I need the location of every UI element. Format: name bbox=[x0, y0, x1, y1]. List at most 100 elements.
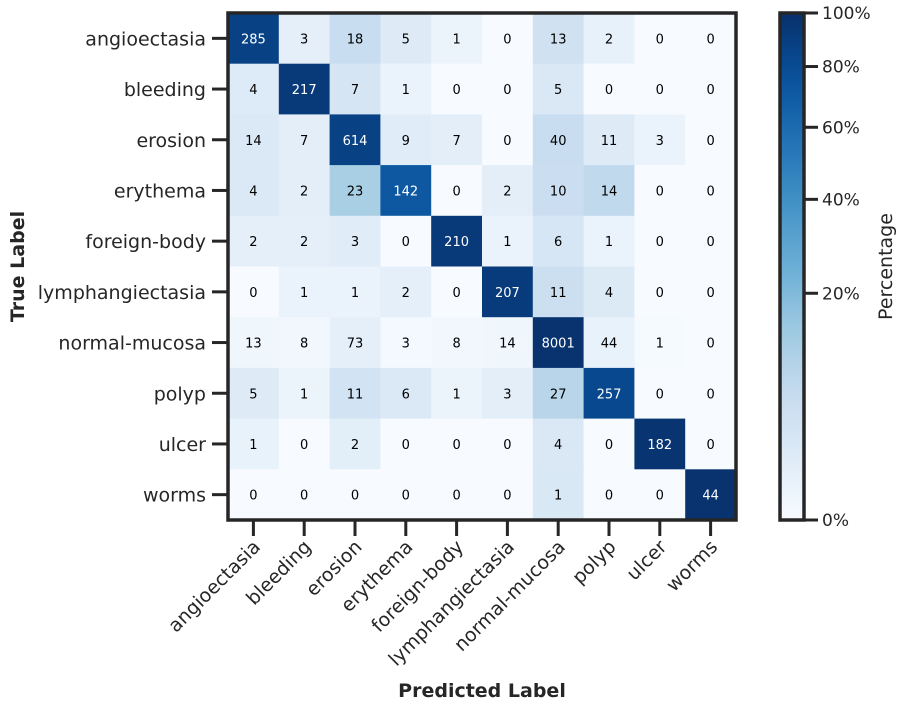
cell-value-label: 0 bbox=[605, 489, 613, 504]
heatmap-cell bbox=[685, 418, 737, 470]
cell-value-label: 1 bbox=[351, 286, 359, 301]
cell-value-label: 0 bbox=[706, 286, 714, 301]
heatmap-cell bbox=[482, 63, 534, 115]
heatmap-cell bbox=[329, 114, 381, 166]
heatmap-cell bbox=[532, 165, 585, 217]
heatmap-cell bbox=[482, 317, 534, 369]
cell-value-label: 1 bbox=[249, 438, 257, 453]
heatmap-cell bbox=[228, 418, 280, 470]
heatmap-cell bbox=[482, 114, 534, 166]
colorbar-tick-label: 0% bbox=[822, 511, 849, 531]
heatmap-cell bbox=[532, 63, 585, 115]
heatmap-cell bbox=[228, 317, 280, 369]
heatmap-cell bbox=[431, 418, 483, 470]
heatmap-cell bbox=[329, 63, 381, 115]
heatmap-cell bbox=[278, 114, 331, 166]
heatmap-cell bbox=[532, 266, 585, 318]
y-tick-label: normal-mucosa bbox=[58, 333, 206, 355]
cell-value-label: 0 bbox=[706, 32, 714, 47]
heatmap-cell bbox=[278, 418, 331, 470]
heatmap-cell bbox=[329, 13, 381, 65]
cell-value-label: 2 bbox=[402, 286, 410, 301]
cell-value-label: 18 bbox=[347, 32, 364, 47]
heatmap-cell bbox=[482, 367, 534, 420]
heatmap-cell bbox=[583, 13, 635, 65]
cell-value-label: 0 bbox=[605, 83, 613, 98]
heatmap-cell bbox=[228, 165, 280, 217]
heatmap-cell bbox=[482, 469, 534, 521]
cell-value-label: 2 bbox=[300, 184, 308, 199]
cell-value-label: 1 bbox=[605, 235, 613, 250]
heatmap-cell bbox=[634, 367, 686, 420]
heatmap-cell bbox=[685, 215, 737, 267]
heatmap-cell bbox=[380, 317, 432, 369]
cell-value-label: 0 bbox=[503, 83, 511, 98]
cell-value-label: 4 bbox=[249, 184, 257, 199]
cell-value-label: 4 bbox=[554, 438, 562, 453]
cell-value-label: 7 bbox=[300, 134, 308, 149]
cell-value-label: 0 bbox=[452, 438, 460, 453]
cell-value-label: 0 bbox=[452, 489, 460, 504]
cell-value-label: 4 bbox=[605, 286, 613, 301]
heatmap-cell bbox=[228, 215, 280, 267]
colorbar-tick-label: 60% bbox=[822, 118, 860, 138]
heatmap-cell bbox=[329, 469, 381, 521]
y-tick-label: worms bbox=[143, 485, 206, 507]
cell-value-label: 0 bbox=[706, 438, 714, 453]
y-tick-label: lymphangiectasia bbox=[38, 282, 206, 304]
heatmap-cell bbox=[431, 317, 483, 369]
cell-value-label: 8001 bbox=[542, 337, 575, 352]
cell-value-label: 0 bbox=[706, 387, 714, 402]
colorbar-frame bbox=[778, 11, 806, 522]
heatmap-cell bbox=[583, 469, 635, 521]
cell-value-label: 3 bbox=[351, 235, 359, 250]
cell-value-label: 2 bbox=[300, 235, 308, 250]
x-axis-ticks: angioectasiableedingerosionerythemaforei… bbox=[164, 520, 722, 670]
heatmap-cell bbox=[380, 63, 432, 115]
heatmap-cell bbox=[583, 367, 635, 420]
heatmap-cell bbox=[583, 266, 635, 318]
heatmap-cell bbox=[278, 367, 331, 420]
heatmap-cells bbox=[228, 13, 737, 521]
cell-value-label: 23 bbox=[347, 184, 364, 199]
cell-value-label: 2 bbox=[249, 235, 257, 250]
cell-value-label: 3 bbox=[656, 134, 664, 149]
cell-value-label: 0 bbox=[402, 438, 410, 453]
heatmap-cell bbox=[228, 266, 280, 318]
cell-value-label: 0 bbox=[503, 32, 511, 47]
cell-value-label: 3 bbox=[503, 387, 511, 402]
heatmap-cell bbox=[329, 266, 381, 318]
heatmap-cell bbox=[380, 367, 432, 420]
cell-value-label: 11 bbox=[550, 286, 567, 301]
heatmap-cell bbox=[482, 215, 534, 267]
cell-value-label: 0 bbox=[452, 83, 460, 98]
heatmap-cell bbox=[532, 13, 585, 65]
cell-value-label: 0 bbox=[706, 184, 714, 199]
cell-value-label: 0 bbox=[706, 235, 714, 250]
heatmap-cell bbox=[685, 266, 737, 318]
cell-value-label: 0 bbox=[656, 235, 664, 250]
heatmap-cell-values: 285 3 18 5 1 0 13 2 0 04 217 7 1 0 0 5 0 0 014 7 614 9 7 0 40 11 3… bbox=[241, 32, 719, 503]
cell-value-label: 0 bbox=[656, 286, 664, 301]
heatmap-cell bbox=[583, 418, 635, 470]
cell-value-label: 285 bbox=[241, 32, 266, 47]
heatmap-cell bbox=[278, 469, 331, 521]
x-axis-title: Predicted Label bbox=[398, 680, 566, 702]
cell-value-label: 1 bbox=[300, 286, 308, 301]
heatmap-cell bbox=[532, 114, 585, 166]
cell-value-label: 0 bbox=[503, 134, 511, 149]
cell-value-label: 0 bbox=[249, 489, 257, 504]
heatmap-cell bbox=[685, 63, 737, 115]
heatmap-cell bbox=[329, 367, 381, 420]
y-axis-title: True Label bbox=[7, 211, 29, 322]
heatmap-cell bbox=[482, 418, 534, 470]
heatmap-cell bbox=[380, 114, 432, 166]
heatmap-cell bbox=[278, 165, 331, 217]
heatmap-cell bbox=[634, 165, 686, 217]
y-tick-label: erythema bbox=[114, 180, 206, 202]
cell-value-label: 1 bbox=[656, 337, 664, 352]
colorbar-tick-label: 40% bbox=[822, 190, 860, 210]
cell-value-label: 0 bbox=[249, 286, 257, 301]
heatmap-cell bbox=[380, 469, 432, 521]
heatmap-cell bbox=[685, 367, 737, 420]
